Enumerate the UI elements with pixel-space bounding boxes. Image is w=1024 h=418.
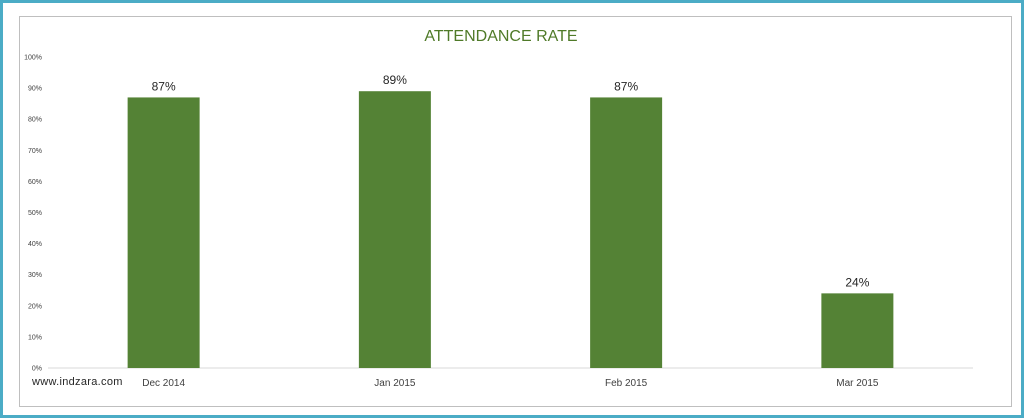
data-labels: 87% 89% 87% 24% (152, 73, 870, 289)
chart-title: ATTENDANCE RATE (424, 28, 577, 45)
bar (821, 293, 894, 368)
y-tick-label: 30% (28, 272, 42, 279)
y-axis-ticks: 0% 10% 20% 30% 40% 50% 60% 70% 80% 90% 100% (24, 55, 42, 373)
y-tick-label: 90% (28, 86, 42, 93)
data-label: 87% (614, 79, 638, 93)
y-tick-label: 0% (32, 366, 42, 373)
bar (358, 91, 431, 369)
x-axis-ticks: Dec 2014 Jan 2015 Feb 2015 Mar 2015 (142, 378, 879, 389)
y-tick-label: 20% (28, 303, 42, 310)
y-tick-label: 80% (28, 117, 42, 124)
data-label: 87% (152, 79, 176, 93)
data-label: 24% (845, 275, 869, 289)
y-tick-label: 40% (28, 241, 42, 248)
x-tick-label: Dec 2014 (142, 378, 185, 389)
y-tick-label: 100% (24, 55, 42, 62)
y-tick-label: 60% (28, 179, 42, 186)
bar-series (127, 91, 894, 369)
bar (590, 97, 663, 369)
y-tick-label: 50% (28, 210, 42, 217)
x-tick-label: Feb 2015 (605, 378, 648, 389)
y-tick-label: 70% (28, 148, 42, 155)
x-tick-label: Mar 2015 (836, 378, 879, 389)
data-label: 89% (383, 73, 407, 87)
bar (127, 97, 200, 369)
y-tick-label: 10% (28, 334, 42, 341)
watermark-text: www.indzara.com (31, 376, 123, 388)
x-tick-label: Jan 2015 (374, 378, 416, 389)
